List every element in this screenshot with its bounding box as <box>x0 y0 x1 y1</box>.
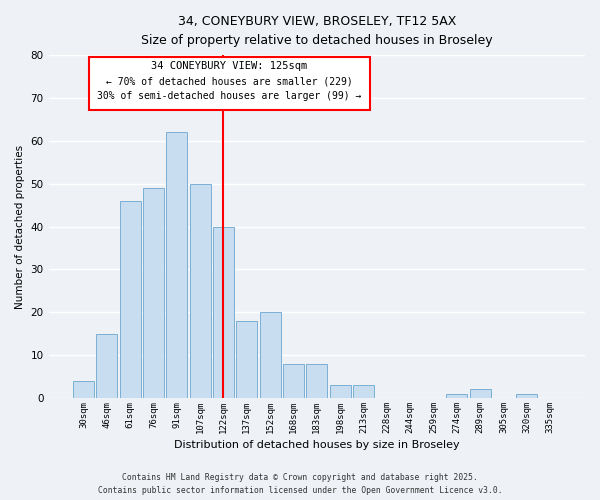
Bar <box>260 312 281 398</box>
Text: 34 CONEYBURY VIEW: 125sqm: 34 CONEYBURY VIEW: 125sqm <box>151 61 308 71</box>
FancyBboxPatch shape <box>89 57 370 110</box>
Bar <box>213 226 234 398</box>
Bar <box>306 364 327 398</box>
Bar <box>516 394 537 398</box>
Title: 34, CONEYBURY VIEW, BROSELEY, TF12 5AX
Size of property relative to detached hou: 34, CONEYBURY VIEW, BROSELEY, TF12 5AX S… <box>141 15 493 47</box>
Bar <box>96 334 117 398</box>
Bar <box>446 394 467 398</box>
Bar <box>119 201 140 398</box>
Bar <box>190 184 211 398</box>
Bar <box>143 188 164 398</box>
Bar <box>329 385 350 398</box>
Text: 30% of semi-detached houses are larger (99) →: 30% of semi-detached houses are larger (… <box>97 91 362 101</box>
Bar <box>353 385 374 398</box>
X-axis label: Distribution of detached houses by size in Broseley: Distribution of detached houses by size … <box>174 440 460 450</box>
Text: Contains HM Land Registry data © Crown copyright and database right 2025.
Contai: Contains HM Land Registry data © Crown c… <box>98 474 502 495</box>
Bar <box>236 321 257 398</box>
Y-axis label: Number of detached properties: Number of detached properties <box>15 144 25 308</box>
Bar <box>166 132 187 398</box>
Bar <box>73 381 94 398</box>
Bar <box>470 390 491 398</box>
Text: ← 70% of detached houses are smaller (229): ← 70% of detached houses are smaller (22… <box>106 76 353 86</box>
Bar <box>283 364 304 398</box>
